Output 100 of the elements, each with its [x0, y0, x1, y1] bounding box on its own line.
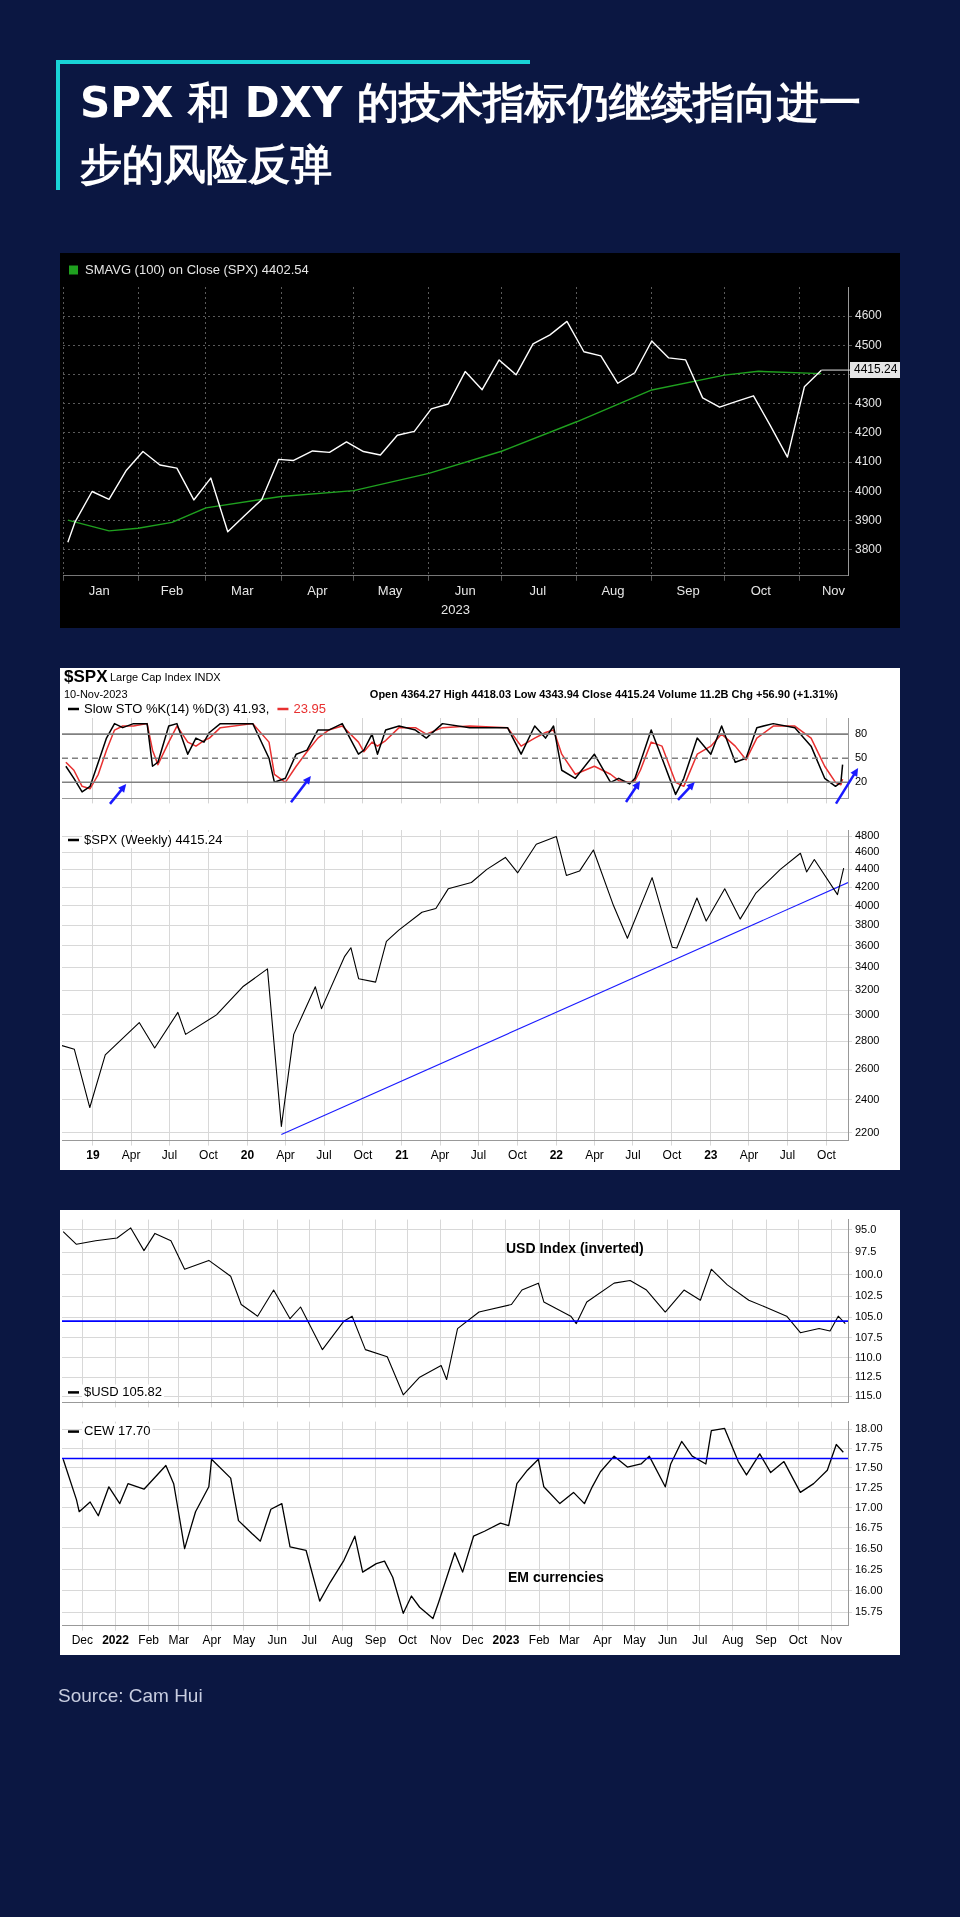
x-tick-label: May — [623, 1633, 646, 1648]
legend-label: $SPX (Weekly) 4415.24 — [84, 831, 223, 847]
x-tick-label: Jun — [267, 1633, 287, 1648]
y-tick-label: 18.00 — [855, 1422, 883, 1435]
x-tick-label: Mar — [558, 1633, 580, 1648]
y-tick-label: 4600 — [855, 845, 880, 858]
x-tick-label: Apr — [585, 1148, 604, 1163]
x-tick-label: 2022 — [102, 1633, 130, 1648]
y-tick-label: 4800 — [855, 829, 880, 842]
y-tick-label: 17.00 — [855, 1500, 883, 1513]
x-tick-label: Jan — [88, 583, 110, 599]
x-tick-label: Feb — [138, 1633, 160, 1648]
y-tick-label: 4200 — [855, 425, 883, 440]
x-tick-label: Oct — [817, 1148, 837, 1163]
x-tick-label: Oct — [508, 1148, 528, 1163]
x-tick-label: Apr — [307, 583, 329, 599]
x-tick-label: Apr — [276, 1148, 295, 1163]
y-tick-label: 4000 — [855, 898, 880, 911]
x-tick-label: Oct — [398, 1633, 418, 1648]
x-tick-label: 22 — [549, 1148, 564, 1163]
x-axis-title: 2023 — [441, 601, 470, 617]
x-tick-label: Jul — [529, 583, 547, 599]
y-tick-label: 4100 — [855, 454, 883, 469]
y-tick-label: 115.0 — [855, 1389, 882, 1402]
x-tick-label: Oct — [662, 1148, 682, 1163]
y-tick-label: 17.25 — [855, 1480, 883, 1493]
legend-label: Slow STO %K(14) %D(3) 41.93, — [84, 700, 270, 716]
y-tick-label: 4400 — [855, 862, 880, 875]
x-tick-label: Nov — [821, 583, 846, 599]
text: Large Cap Index INDX — [110, 671, 221, 683]
x-tick-label: May — [232, 1633, 256, 1648]
x-tick-label: 23 — [704, 1148, 718, 1163]
y-tick-label: 2800 — [855, 1034, 880, 1047]
x-tick-label: Apr — [121, 1148, 141, 1163]
x-tick-label: Feb — [528, 1633, 550, 1648]
y-tick-label: 3600 — [855, 938, 880, 951]
y-tick-label: 112.5 — [855, 1370, 882, 1383]
x-tick-label: Dec — [462, 1633, 484, 1648]
x-tick-label: Jul — [316, 1148, 332, 1163]
x-tick-label: Nov — [430, 1633, 452, 1648]
x-tick-label: Dec — [71, 1633, 93, 1648]
legend-label: $USD 105.82 — [84, 1383, 163, 1399]
y-tick-label: 15.75 — [855, 1605, 883, 1618]
y-tick-label: 4300 — [855, 396, 883, 410]
x-tick-label: Jul — [779, 1148, 796, 1163]
y-tick-label: 4600 — [855, 308, 883, 323]
annotation: USD Index (inverted) — [506, 1240, 644, 1256]
x-tick-label: Mar — [168, 1633, 190, 1648]
x-tick-label: Jun — [454, 583, 476, 599]
text: $SPX — [64, 667, 108, 687]
y-tick-label: 102.5 — [855, 1289, 883, 1302]
y-tick-label: 17.50 — [855, 1460, 883, 1473]
y-tick-label: 16.00 — [855, 1583, 883, 1596]
legend-label: CEW 17.70 — [84, 1423, 151, 1439]
annotation: 4415.24 — [854, 362, 898, 377]
x-tick-label: Apr — [202, 1633, 222, 1648]
y-tick-label: 2200 — [855, 1125, 880, 1138]
x-tick-label: 19 — [86, 1148, 100, 1163]
y-tick-label: 16.75 — [855, 1521, 883, 1534]
text: 10-Nov-2023 — [64, 688, 128, 700]
x-tick-label: Feb — [160, 583, 184, 599]
y-tick-label: 4500 — [855, 337, 883, 352]
text: Open 4364.27 High 4418.03 Low 4343.94 Close 4415.24 Volume 11.2B Chg +56.90 (+1.31%) — [369, 688, 838, 700]
x-tick-label: Oct — [750, 583, 772, 599]
x-tick-label: Apr — [739, 1148, 759, 1163]
legend-label: 23.95 — [293, 700, 326, 716]
x-tick-label: Nov — [820, 1633, 842, 1648]
x-tick-label: Jun — [657, 1633, 678, 1648]
x-tick-label: 20 — [240, 1148, 255, 1163]
x-tick-label: Apr — [430, 1148, 450, 1163]
y-tick-label: 110.0 — [855, 1350, 882, 1363]
x-tick-label: 21 — [395, 1148, 409, 1163]
source-note: Source: Cam Hui — [58, 1685, 203, 1707]
y-tick-label: 17.75 — [855, 1441, 883, 1454]
x-tick-label: Jul — [625, 1148, 641, 1163]
y-tick-label: 100.0 — [855, 1267, 883, 1280]
x-tick-label: Aug — [601, 583, 625, 599]
y-tick-label: 3800 — [855, 918, 880, 931]
y-tick-label: 16.50 — [855, 1541, 883, 1554]
y-tick-label: 80 — [855, 727, 868, 740]
x-tick-label: Jul — [470, 1148, 487, 1163]
legend-label: SMAVG (100) on Close (SPX) 4402.54 — [85, 261, 309, 277]
x-tick-label: Aug — [331, 1633, 354, 1648]
x-tick-label: Sep — [755, 1633, 777, 1648]
y-tick-label: 4000 — [855, 483, 883, 498]
y-tick-label: 3400 — [855, 960, 880, 973]
y-tick-label: 97.5 — [855, 1245, 877, 1258]
y-tick-label: 105.0 — [855, 1310, 883, 1323]
x-tick-label: Jul — [301, 1633, 317, 1648]
x-tick-label: Oct — [353, 1148, 373, 1163]
x-tick-label: Oct — [199, 1148, 219, 1163]
y-tick-label: 3000 — [855, 1007, 880, 1020]
y-tick-label: 2400 — [855, 1092, 880, 1105]
y-tick-label: 95.0 — [855, 1222, 877, 1235]
y-tick-label: 2600 — [855, 1062, 880, 1075]
x-tick-label: Jul — [691, 1633, 708, 1648]
x-tick-label: Apr — [593, 1633, 612, 1648]
annotation: EM currencies — [508, 1569, 604, 1585]
y-tick-label: 3200 — [855, 983, 880, 996]
x-tick-label: Sep — [676, 583, 700, 599]
